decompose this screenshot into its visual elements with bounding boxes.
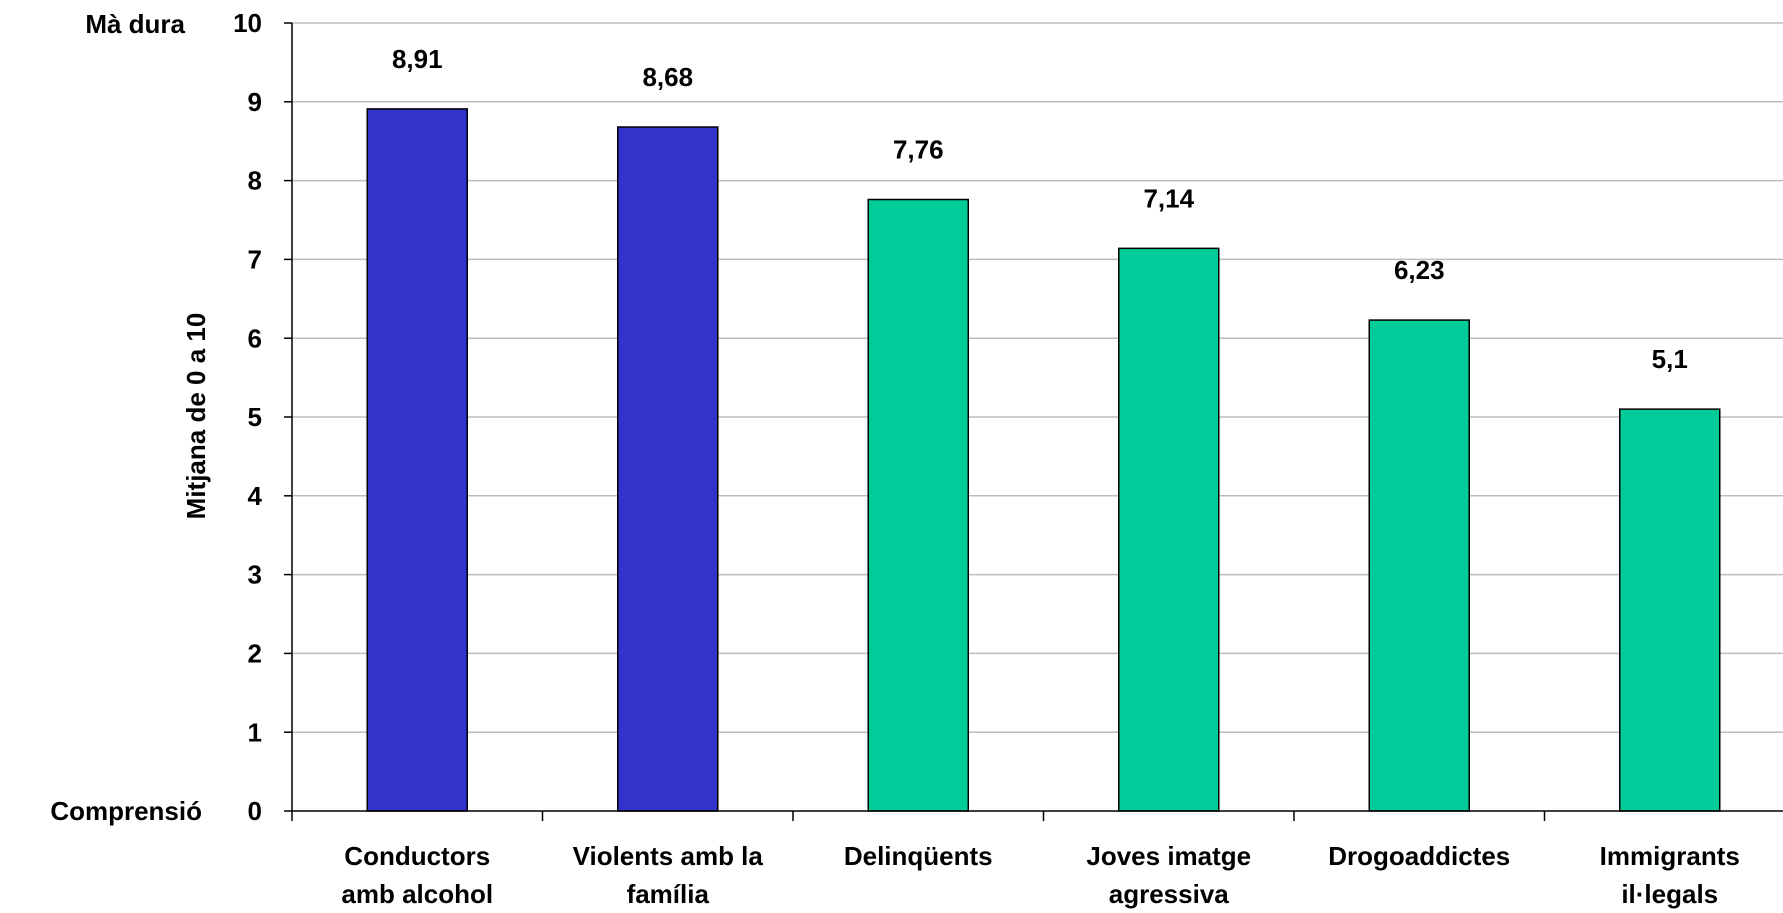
category-label: agressiva [1109, 879, 1230, 909]
bars [366, 108, 1721, 812]
y-tick-label: 8 [248, 166, 262, 196]
y-tick-label: 6 [248, 323, 262, 353]
value-label: 7,76 [893, 135, 944, 165]
x-category-labels: Conductors amb alcohol Violents amb la famí… [341, 841, 1739, 909]
bar [617, 126, 719, 812]
y-tick-label: 2 [248, 639, 262, 669]
y-axis-title: Mitjana de 0 a 10 [181, 313, 211, 520]
value-label: 7,14 [1143, 183, 1194, 213]
category-label: Delinqüents [844, 841, 993, 871]
value-label: 8,68 [642, 62, 693, 92]
category-label: il·legals [1621, 879, 1718, 909]
y-tick-label: 5 [248, 402, 262, 432]
y-tick-label: 1 [248, 717, 262, 747]
category-label: família [627, 879, 710, 909]
category-label: Drogoaddictes [1328, 841, 1510, 871]
gridlines [292, 22, 1783, 733]
category-label: Immigrants [1600, 841, 1740, 871]
value-labels: 8,91 8,68 7,76 7,14 6,23 5,1 [392, 44, 1688, 374]
category-label: Violents amb la [573, 841, 764, 871]
bar [867, 198, 969, 812]
y-tick-labels: 0 1 2 3 4 5 6 7 8 9 10 [233, 8, 262, 826]
bar [366, 108, 468, 812]
scale-bottom-label: Comprensió [50, 796, 202, 826]
y-tick-label: 0 [248, 796, 262, 826]
value-label: 5,1 [1652, 344, 1688, 374]
y-tick-label: 10 [233, 8, 262, 38]
axes [284, 22, 1783, 821]
y-tick-label: 9 [248, 87, 262, 117]
category-label: amb alcohol [341, 879, 493, 909]
bar [1118, 247, 1220, 812]
category-label: Conductors [344, 841, 490, 871]
y-tick-label: 4 [248, 481, 263, 511]
bar [1619, 408, 1721, 812]
bar [1368, 319, 1470, 812]
value-label: 6,23 [1394, 255, 1445, 285]
y-tick-label: 7 [248, 245, 262, 275]
scale-top-label: Mà dura [85, 9, 185, 39]
value-label: 8,91 [392, 44, 443, 74]
category-label: Joves imatge [1086, 841, 1251, 871]
y-tick-label: 3 [248, 560, 262, 590]
